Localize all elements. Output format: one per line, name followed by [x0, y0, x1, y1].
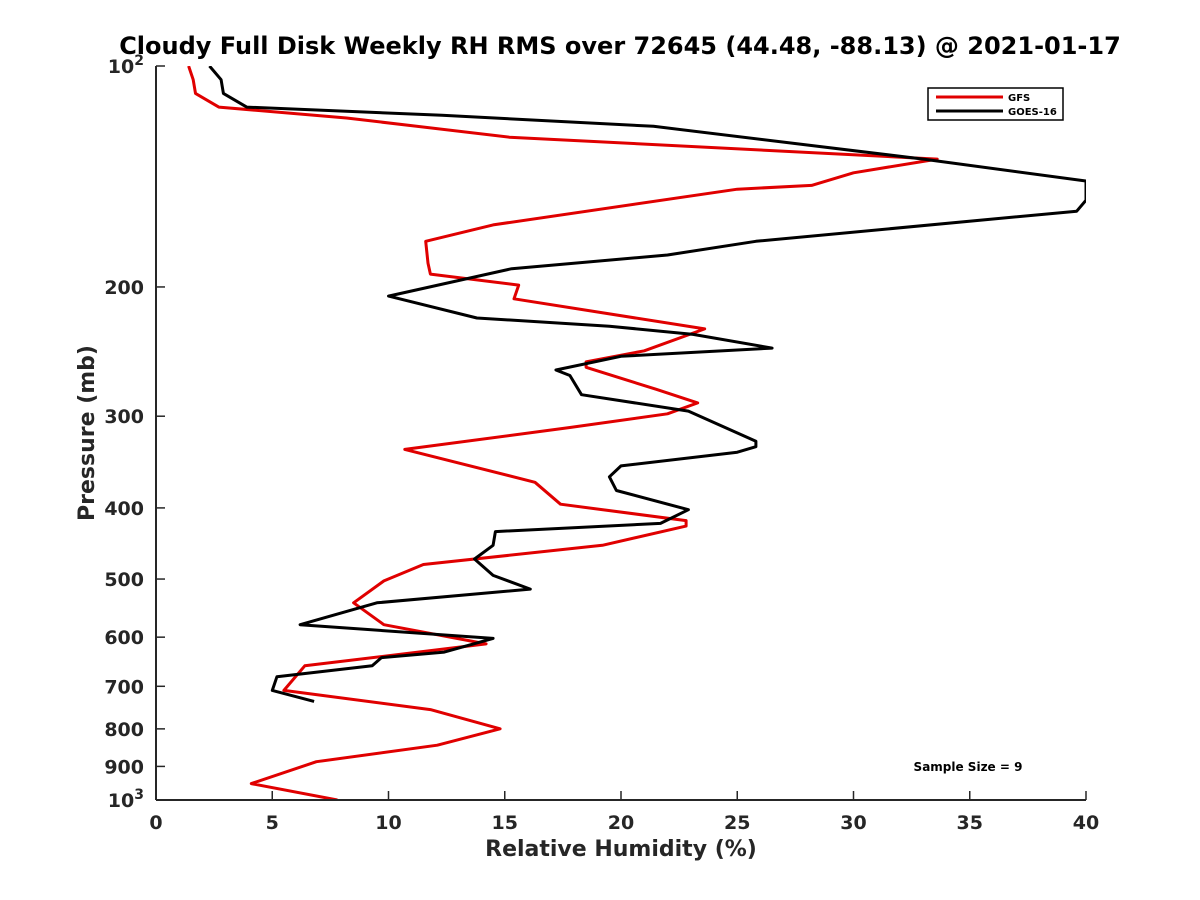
x-tick-label: 30	[840, 812, 866, 834]
legend-box	[927, 87, 1064, 121]
chart-title: Cloudy Full Disk Weekly RH RMS over 7264…	[119, 32, 1121, 60]
x-ticks: 0 5 10 15 20 25 30 35 40	[149, 791, 1099, 834]
sample-size-annotation: Sample Size = 9	[914, 760, 1023, 774]
y-tick-label: 700	[104, 676, 144, 698]
x-tick-label: 15	[492, 812, 518, 834]
x-tick-label: 0	[149, 812, 162, 834]
y-tick-label: 300	[104, 406, 144, 428]
plot-area: 0 5 10 15 20 25 30 35 40 102 200 300 400 500 600 700 80…	[104, 53, 1099, 834]
y-tick-label: 200	[104, 277, 144, 299]
series-line-gfs	[187, 66, 939, 800]
y-tick-label: 600	[104, 627, 144, 649]
x-tick-label: 35	[957, 812, 983, 834]
x-tick-label: 5	[266, 812, 279, 834]
y-tick-label: 500	[104, 569, 144, 591]
y-tick-label: 102	[108, 53, 144, 78]
series-line-goes-16	[208, 66, 1086, 703]
x-tick-label: 20	[608, 812, 634, 834]
y-tick-label: 800	[104, 719, 144, 741]
y-ticks: 102 200 300 400 500 600 700 800 900 103	[104, 53, 165, 812]
x-axis-label: Relative Humidity (%)	[485, 837, 757, 862]
series-layer	[187, 66, 1086, 800]
y-tick-label: 900	[104, 756, 144, 778]
y-tick-label: 400	[104, 498, 144, 520]
y-axis-label: Pressure (mb)	[75, 345, 100, 521]
x-tick-label: 40	[1073, 812, 1099, 834]
x-tick-label: 25	[724, 812, 750, 834]
legend-label-goes-16: GOES-16	[1008, 107, 1057, 118]
x-tick-label: 10	[375, 812, 401, 834]
legend: GFS GOES-16	[927, 87, 1064, 121]
legend-label-gfs: GFS	[1008, 93, 1030, 104]
y-tick-label: 103	[108, 787, 144, 812]
